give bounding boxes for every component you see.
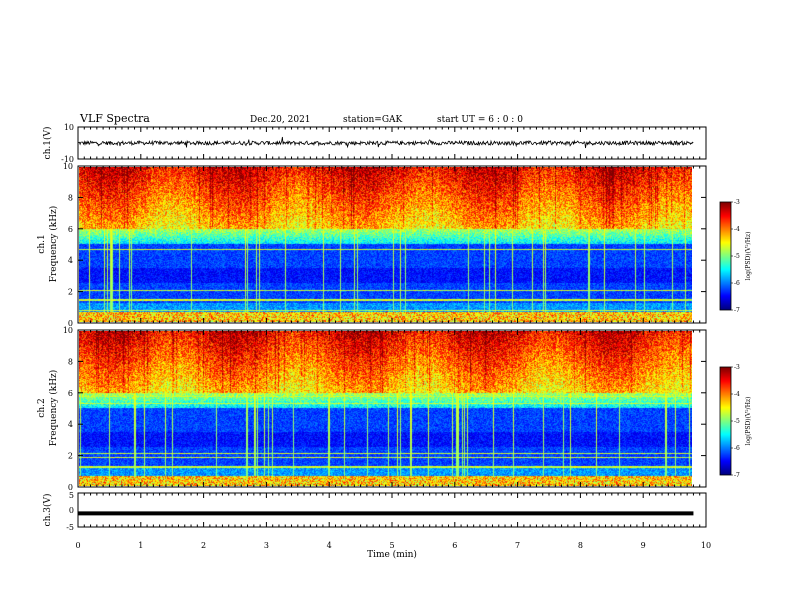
ch1-spec-ytick-label: 6 [68,225,73,234]
ch1-spectrogram-image [79,167,692,322]
time-axis-tick-label: 8 [578,541,583,550]
time-axis-tick-label: 7 [515,541,520,550]
ch2-spectrogram-ylabel-channel: ch.2 [37,398,47,417]
colorbar-tick-label: -4 [734,226,740,233]
ch3-waveform-ticks [77,493,707,527]
time-axis-label: Time (min) [367,549,417,560]
ch1-spec-ytick-label: 10 [63,162,73,171]
ch1-waveform-trace [77,136,694,149]
ch2-spectrogram-yticks: 0 2 4 6 8 10 [63,326,706,492]
ch1-ytick-top: 10 [64,123,74,132]
time-axis-tick-label: 2 [201,541,206,550]
ch3-waveform-panel: 5 0 -5 ch.3(V) [42,491,707,532]
colorbar-tick-label: -5 [734,253,740,260]
date-label: Dec.20, 2021 [250,115,311,125]
ch1-colorbar-gradient [720,202,731,310]
colorbar-tick-label: -5 [734,418,740,425]
ch3-ytick-top: 5 [69,491,74,500]
time-axis-tick-label: 6 [452,541,457,550]
time-axis-tick-label: 5 [389,541,394,550]
ch1-spectrogram-xticks [77,166,707,323]
ch2-spectrogram-panel: 0 2 4 6 8 10 ch.2 Frequency (kHz) [37,326,707,492]
colorbar-tick-label: -6 [734,280,740,287]
colorbar-tick-label: -7 [734,307,740,314]
ch2-spec-ytick-label: 8 [68,357,73,366]
colorbar-tick-label: -4 [734,391,740,398]
time-axis-tick-label: 4 [327,541,332,550]
ch1-waveform-ticks [77,127,707,159]
colorbar-tick-label: -7 [734,472,740,479]
ch1-colorbar: -3 -4 -5 -6 -7 log(PSD)(V²/Hz) [719,199,752,314]
ch2-spec-ytick-label: 6 [68,389,73,398]
ch2-spectrogram-ylabel-frequency: Frequency (kHz) [48,370,59,447]
ch3-ylabel: ch.3(V) [42,494,53,527]
ch2-spec-ytick-label: 2 [68,452,73,461]
ch2-spectrogram-image [79,331,692,486]
ch1-waveform-panel: 10 -10 ch.1(V) [42,123,707,164]
start-time-label: start UT = 6 : 0 : 0 [437,115,523,125]
colorbar-tick-label: -3 [734,199,740,206]
ch3-ytick-mid: 0 [69,506,74,515]
colorbar-tick-label: -3 [734,364,740,371]
ch1-spec-ytick-label: 8 [68,193,73,202]
ch2-colorbar: -3 -4 -5 -6 -7 log(PSD)(V²/Hz) [719,364,752,479]
ch1-spectrogram-ylabel-frequency: Frequency (kHz) [48,206,59,283]
ch2-spec-ytick-label: 10 [63,326,73,335]
ch2-colorbar-gradient [720,367,731,475]
ch1-spectrogram-panel: 0 2 4 6 8 10 ch.1 Frequency (kHz) [37,162,707,328]
figure-title: VLF Spectra [79,112,150,125]
ch1-colorbar-ticks: -3 -4 -5 -6 -7 [731,199,740,314]
time-axis-tick-label: 3 [264,541,269,550]
ch2-colorbar-label: log(PSD)(V²/Hz) [745,397,752,446]
ch1-spec-ytick-label: 4 [68,256,73,265]
ch1-spectrogram-yticks: 0 2 4 6 8 10 [63,162,706,328]
time-axis-tick-label: 0 [75,541,80,550]
station-label: station=GAK [343,115,403,125]
time-axis-tick-label: 9 [641,541,646,550]
ch1-ytick-bottom: -10 [61,155,74,164]
ch2-spectrogram-xticks [77,330,707,487]
ch1-spec-ytick-label: 2 [68,288,73,297]
time-axis-tick-labels: 0 1 2 3 4 5 6 7 8 9 10 [75,541,711,550]
ch1-ylabel: ch.1(V) [42,127,53,160]
ch2-spec-ytick-label: 0 [68,483,73,492]
ch1-spectrogram-ylabel-channel: ch.1 [37,234,47,253]
time-axis-tick-label: 1 [138,541,143,550]
ch3-ytick-bottom: -5 [66,523,74,532]
ch1-spec-ytick-label: 0 [68,319,73,328]
colorbar-tick-label: -6 [734,445,740,452]
ch1-colorbar-label: log(PSD)(V²/Hz) [745,232,752,281]
ch2-spec-ytick-label: 4 [68,420,73,429]
ch2-colorbar-ticks: -3 -4 -5 -6 -7 [731,364,740,479]
time-axis-tick-label: 10 [701,541,711,550]
